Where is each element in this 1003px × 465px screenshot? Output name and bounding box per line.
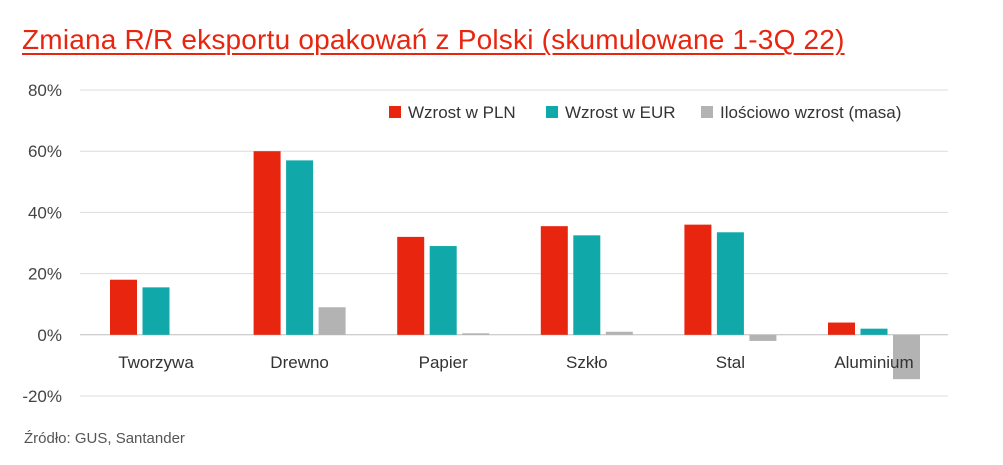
x-category-label: Aluminium	[834, 353, 913, 372]
x-category-label: Stal	[716, 353, 745, 372]
x-category-label: Papier	[419, 353, 468, 372]
legend-label: Wzrost w PLN	[408, 103, 516, 122]
chart-title: Zmiana R/R eksportu opakowań z Polski (s…	[22, 24, 845, 55]
y-tick-label: 80%	[28, 81, 62, 100]
bar	[429, 246, 457, 335]
gridlines	[80, 89, 948, 397]
bar	[142, 287, 170, 335]
legend: Wzrost w PLN Wzrost w EUR Ilościowo wzrost…	[389, 103, 901, 122]
bar	[749, 334, 777, 341]
bar	[605, 331, 633, 335]
y-tick-label: -20%	[22, 387, 62, 406]
bar	[397, 236, 425, 335]
x-category-label: Drewno	[270, 353, 329, 372]
y-tick-label: 0%	[37, 326, 62, 345]
legend-swatch	[389, 106, 401, 118]
y-tick-label: 60%	[28, 142, 62, 161]
bar	[684, 224, 712, 335]
bar	[286, 160, 314, 335]
bar	[828, 322, 855, 335]
bar	[110, 279, 137, 335]
y-axis-ticks: -20% 0% 20% 40% 60% 80%	[22, 81, 62, 406]
bar	[253, 151, 281, 335]
bar	[573, 235, 601, 335]
y-tick-label: 20%	[28, 265, 62, 284]
x-category-label: Tworzywa	[118, 353, 194, 372]
legend-label: Wzrost w EUR	[565, 103, 676, 122]
bar	[860, 328, 888, 335]
legend-label: Ilościowo wzrost (masa)	[720, 103, 901, 122]
bar	[318, 307, 346, 335]
x-category-label: Szkło	[566, 353, 608, 372]
bar	[893, 334, 920, 380]
category-labels: Tworzywa Drewno Papier Szkło Stal Aluminium	[118, 353, 913, 372]
bar	[540, 226, 568, 335]
source-note: Źródło: GUS, Santander	[24, 430, 185, 447]
bars	[110, 151, 920, 380]
legend-swatch	[701, 106, 713, 118]
bar	[716, 232, 744, 335]
y-tick-label: 40%	[28, 203, 62, 222]
legend-swatch	[546, 106, 558, 118]
bar	[462, 333, 490, 335]
